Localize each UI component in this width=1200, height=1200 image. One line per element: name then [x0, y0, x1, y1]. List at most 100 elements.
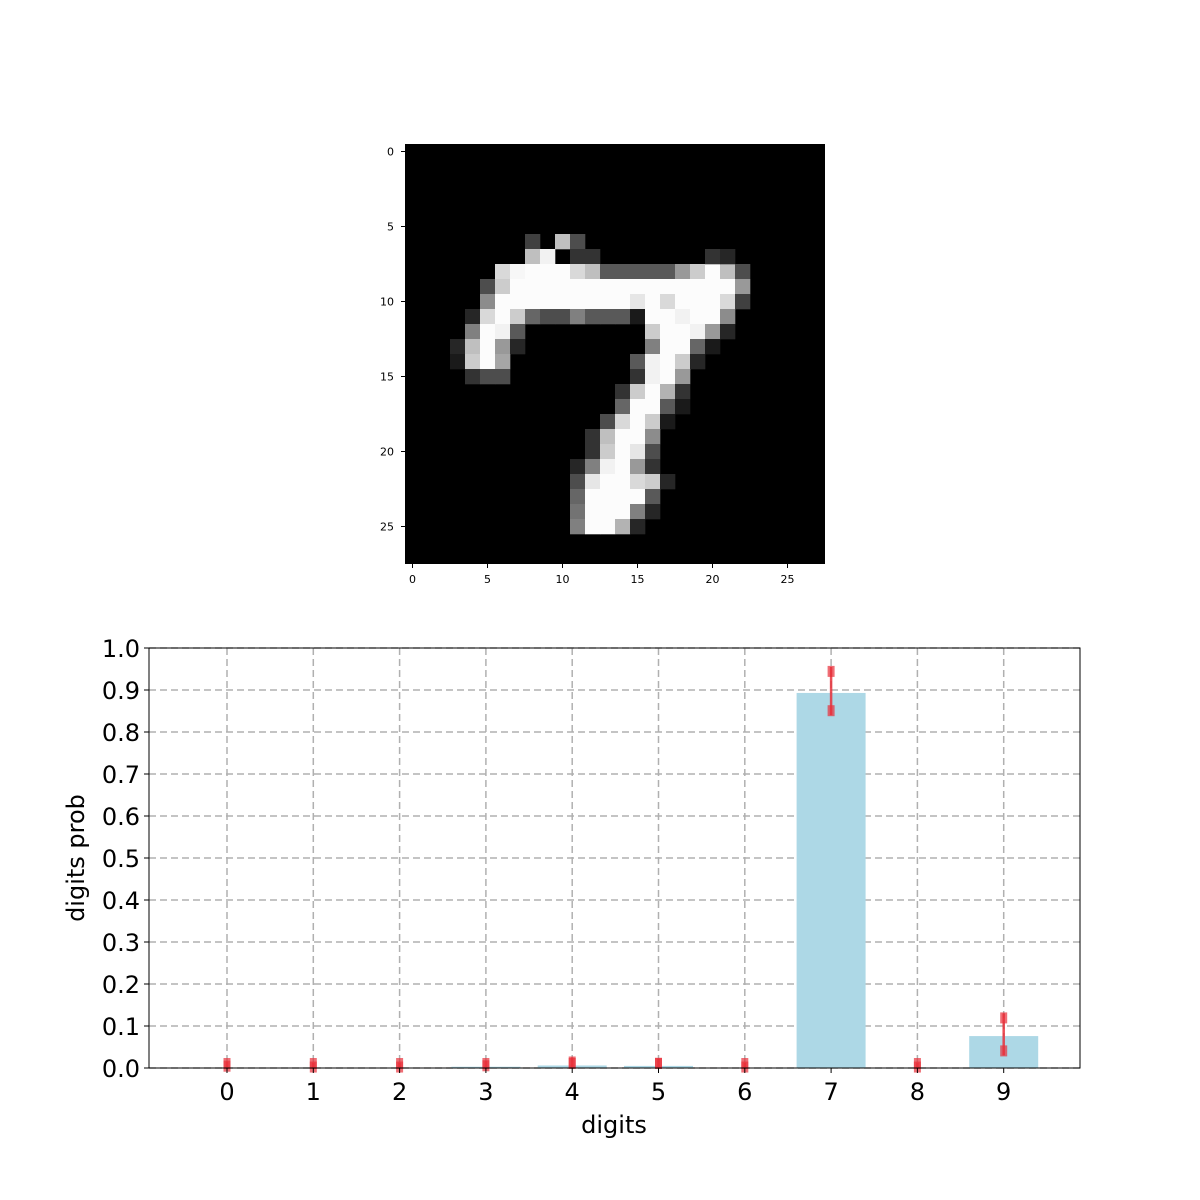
image-y-tick-label: 0	[387, 146, 394, 159]
image-pixel	[555, 264, 571, 280]
image-pixel	[630, 279, 646, 295]
image-pixel	[615, 294, 631, 310]
image-pixel	[525, 279, 541, 295]
image-pixel	[630, 429, 646, 445]
image-pixel	[615, 474, 631, 490]
image-pixel	[600, 429, 616, 445]
image-pixel	[690, 354, 706, 370]
image-pixel	[660, 264, 676, 280]
image-pixel	[660, 384, 676, 400]
image-pixel	[660, 414, 676, 430]
image-pixel	[675, 264, 691, 280]
image-pixel	[690, 294, 706, 310]
image-pixel	[645, 369, 661, 385]
image-pixel	[570, 264, 586, 280]
image-pixel	[675, 354, 691, 370]
image-x-tick-label: 10	[556, 573, 570, 586]
image-pixel	[705, 249, 721, 265]
image-pixel	[645, 459, 661, 475]
image-pixel	[495, 324, 511, 340]
image-pixel	[660, 474, 676, 490]
image-pixel	[600, 264, 616, 280]
y-tick-label: 0.1	[102, 1013, 140, 1041]
image-pixel	[525, 294, 541, 310]
image-pixel	[615, 519, 631, 535]
image-pixel	[645, 399, 661, 415]
image-pixel	[630, 354, 646, 370]
image-pixel	[600, 504, 616, 520]
digit-image-panel: 0 5 10 15 20 25 0 5 10 15 20 25	[380, 144, 825, 586]
image-pixel	[690, 339, 706, 355]
image-pixel	[615, 384, 631, 400]
image-pixel	[660, 354, 676, 370]
image-pixel	[495, 279, 511, 295]
image-pixel	[630, 414, 646, 430]
image-pixel	[570, 234, 586, 250]
image-pixel	[630, 399, 646, 415]
image-pixel	[690, 264, 706, 280]
image-pixel	[735, 294, 751, 310]
image-pixel	[720, 249, 736, 265]
image-pixel	[720, 324, 736, 340]
image-pixel	[660, 294, 676, 310]
error-bar-cap-lower	[741, 1058, 749, 1069]
image-pixel	[555, 279, 571, 295]
x-tick-label: 2	[392, 1078, 407, 1106]
image-y-tick-label: 10	[380, 296, 394, 309]
image-x-tick-label: 0	[409, 573, 416, 586]
image-pixel	[465, 324, 481, 340]
image-pixel	[720, 294, 736, 310]
image-pixel	[660, 339, 676, 355]
image-pixel	[630, 489, 646, 505]
error-bars	[223, 665, 1008, 1073]
image-pixel	[705, 264, 721, 280]
image-pixel	[660, 399, 676, 415]
image-pixel	[660, 279, 676, 295]
y-tick-label: 0.8	[102, 719, 140, 747]
image-pixel	[555, 294, 571, 310]
x-axis-label: digits	[581, 1111, 647, 1139]
y-tick-label: 0.5	[102, 845, 140, 873]
error-bar-cap-lower	[482, 1058, 490, 1069]
image-pixel	[630, 369, 646, 385]
image-pixel	[660, 369, 676, 385]
image-pixel	[570, 309, 586, 325]
image-pixel	[630, 309, 646, 325]
image-pixel	[450, 354, 466, 370]
image-pixel	[630, 519, 646, 535]
image-pixel	[600, 444, 616, 460]
image-x-tick-label: 25	[781, 573, 795, 586]
image-pixel	[570, 474, 586, 490]
image-pixel	[570, 279, 586, 295]
image-pixel	[615, 459, 631, 475]
image-pixel	[585, 474, 601, 490]
image-pixel	[480, 354, 496, 370]
image-pixel	[675, 324, 691, 340]
error-bar-cap-lower	[827, 705, 835, 717]
image-pixel	[495, 309, 511, 325]
image-pixel	[570, 504, 586, 520]
image-pixel	[660, 324, 676, 340]
image-pixel	[480, 324, 496, 340]
image-pixel	[705, 324, 721, 340]
image-pixel	[675, 369, 691, 385]
y-tick-label: 0.7	[102, 761, 140, 789]
error-bar-cap-lower	[1000, 1045, 1008, 1057]
image-pixel	[705, 309, 721, 325]
image-pixel	[585, 519, 601, 535]
y-tick-label: 0.2	[102, 971, 140, 999]
image-pixel	[600, 474, 616, 490]
y-axis-label: digits prob	[62, 794, 90, 922]
image-pixel	[675, 384, 691, 400]
image-pixel	[540, 264, 556, 280]
image-pixel	[600, 414, 616, 430]
image-pixel	[480, 279, 496, 295]
image-pixel	[615, 309, 631, 325]
image-y-tick-label: 15	[380, 371, 394, 384]
image-pixel	[735, 279, 751, 295]
image-pixel	[645, 309, 661, 325]
image-pixel	[645, 504, 661, 520]
x-tick-label: 7	[823, 1078, 838, 1106]
image-pixel	[585, 294, 601, 310]
image-pixel	[525, 309, 541, 325]
